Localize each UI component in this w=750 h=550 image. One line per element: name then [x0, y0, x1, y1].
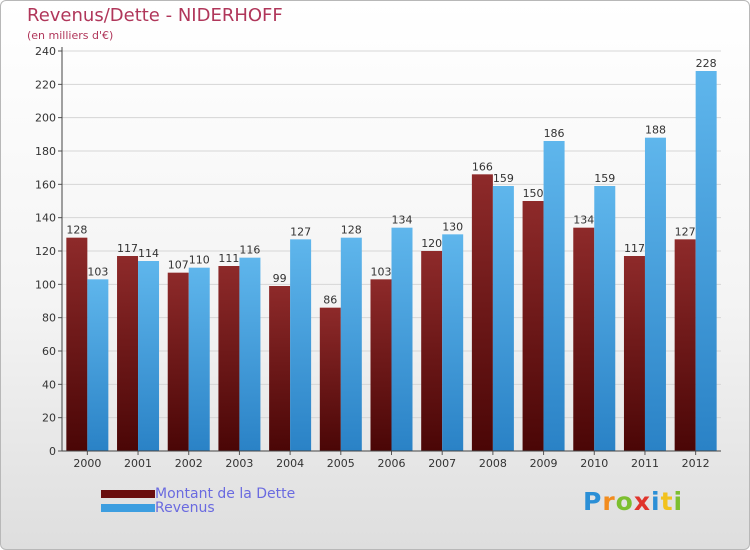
bar-value-label: 159: [493, 172, 514, 185]
x-tick-label: 2004: [276, 457, 304, 470]
bar-value-label: 116: [239, 244, 260, 257]
revenue-bar: [644, 137, 666, 451]
bar-value-label: 134: [392, 214, 413, 227]
logo-letter: i: [673, 487, 684, 516]
y-tick-label: 240: [35, 45, 56, 58]
legend-label-debt: Montant de la Dette: [155, 486, 296, 502]
y-tick-label: 0: [49, 445, 56, 458]
legend: Montant de la Dette Revenus: [101, 487, 295, 515]
y-tick-label: 20: [42, 412, 56, 425]
bar-value-label: 228: [696, 57, 717, 70]
bar-value-label: 103: [87, 265, 108, 278]
x-tick-label: 2006: [378, 457, 406, 470]
revenue-bar: [594, 186, 616, 451]
debt-bar: [471, 174, 493, 452]
debt-bar: [674, 239, 696, 451]
bar-value-label: 114: [138, 247, 159, 260]
x-tick-label: 2003: [225, 457, 253, 470]
y-tick-label: 60: [42, 345, 56, 358]
bar-value-label: 110: [189, 254, 210, 267]
proxiti-logo: Proxiti: [583, 487, 683, 516]
logo-letter: o: [615, 487, 634, 516]
y-tick-label: 160: [35, 178, 56, 191]
bar-value-label: 103: [371, 265, 392, 278]
bar-value-label: 99: [273, 272, 287, 285]
legend-item-debt: Montant de la Dette: [101, 487, 295, 501]
logo-letter: r: [602, 487, 616, 516]
x-tick-label: 2007: [428, 457, 456, 470]
revenue-bar: [188, 267, 210, 451]
bar-value-label: 186: [544, 127, 565, 140]
y-tick-label: 140: [35, 212, 56, 225]
legend-swatch-revenue: [101, 504, 155, 512]
y-tick-label: 220: [35, 78, 56, 91]
bar-value-label: 107: [168, 259, 189, 272]
bar-value-label: 86: [323, 294, 337, 307]
debt-bar: [66, 237, 88, 451]
revenue-bar: [543, 141, 565, 451]
y-tick-label: 200: [35, 112, 56, 125]
revenue-bar: [492, 186, 514, 451]
bar-value-label: 117: [117, 242, 138, 255]
y-tick-label: 100: [35, 278, 56, 291]
revenue-bar: [239, 257, 261, 451]
logo-letter: t: [660, 487, 674, 516]
y-tick-label: 40: [42, 378, 56, 391]
revenue-bar: [290, 239, 312, 451]
bar-value-label: 111: [218, 252, 239, 265]
x-tick-label: 2008: [479, 457, 507, 470]
bar-value-label: 134: [573, 214, 594, 227]
chart-subtitle: (en milliers d'€): [27, 29, 114, 42]
revenue-bar: [442, 234, 464, 451]
debt-bar: [522, 201, 544, 451]
legend-label-revenue: Revenus: [155, 500, 215, 516]
x-tick-label: 2012: [682, 457, 710, 470]
legend-item-revenue: Revenus: [101, 501, 295, 515]
bar-value-label: 127: [675, 225, 696, 238]
y-tick-label: 80: [42, 312, 56, 325]
logo-letter: x: [633, 487, 651, 516]
legend-swatch-debt: [101, 490, 155, 498]
debt-bar: [117, 256, 139, 451]
debt-bar: [319, 307, 341, 451]
bar-value-label: 127: [290, 225, 311, 238]
bar-value-label: 188: [645, 124, 666, 137]
logo-letter: P: [583, 487, 603, 516]
debt-bar: [218, 266, 240, 451]
x-tick-label: 2005: [327, 457, 355, 470]
x-tick-label: 2009: [530, 457, 558, 470]
debt-bar: [573, 227, 595, 451]
x-tick-label: 2002: [175, 457, 203, 470]
bar-value-label: 130: [442, 220, 463, 233]
x-tick-label: 2000: [73, 457, 101, 470]
debt-bar: [421, 251, 443, 451]
x-tick-label: 2011: [631, 457, 659, 470]
bar-value-label: 120: [421, 237, 442, 250]
revenue-bar: [391, 227, 413, 451]
bar-value-label: 128: [341, 224, 362, 237]
x-tick-label: 2001: [124, 457, 152, 470]
bar-value-label: 117: [624, 242, 645, 255]
revenue-bar: [138, 261, 160, 451]
debt-bar: [623, 256, 645, 451]
y-tick-label: 180: [35, 145, 56, 158]
debt-bar: [167, 272, 189, 451]
debt-bar: [370, 279, 392, 451]
bar-value-label: 150: [523, 187, 544, 200]
logo-letter: i: [651, 487, 661, 516]
revenue-bar: [87, 279, 109, 451]
bar-value-label: 128: [66, 224, 87, 237]
y-tick-label: 120: [35, 245, 56, 258]
revenue-bar: [340, 237, 362, 451]
bar-value-label: 166: [472, 160, 493, 173]
debt-bar: [269, 286, 291, 451]
revenue-bar: [695, 71, 717, 451]
bar-value-label: 159: [594, 172, 615, 185]
x-tick-label: 2010: [580, 457, 608, 470]
chart-title: Revenus/Dette - NIDERHOFF: [27, 5, 283, 26]
